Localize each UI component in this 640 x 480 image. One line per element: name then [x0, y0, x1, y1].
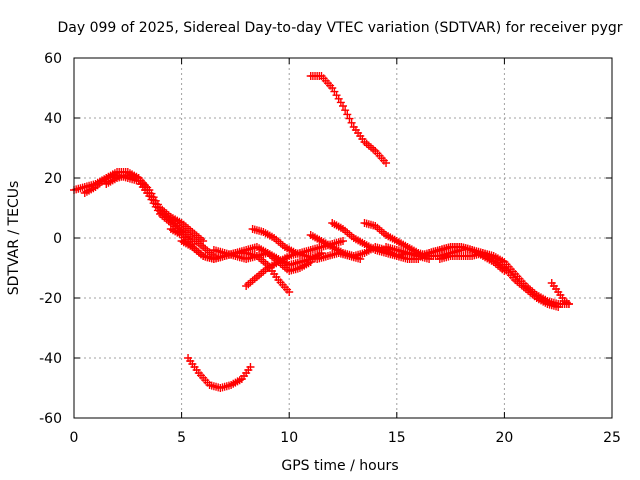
data-point [339, 102, 347, 110]
y-tick-label: 40 [44, 111, 62, 127]
data-point [347, 118, 356, 127]
chart-title: Day 099 of 2025, Sidereal Day-to-day VTE… [57, 20, 622, 36]
x-tick-label: 25 [603, 430, 621, 446]
y-tick-label: -20 [39, 291, 62, 307]
data-layer [70, 72, 573, 392]
data-point [343, 110, 352, 119]
y-tick-label: 0 [53, 231, 62, 247]
x-axis-label: GPS time / hours [281, 458, 398, 474]
data-point [345, 114, 354, 123]
series-arc-l [547, 279, 573, 308]
y-tick-label: 60 [44, 51, 62, 67]
data-point [554, 303, 563, 311]
data-point [246, 363, 255, 371]
data-point [339, 237, 347, 245]
data-point [285, 288, 294, 296]
ticks: 0 5 10 15 20 25 -60 -40 -20 0 20 40 60 [39, 51, 621, 446]
y-tick-label: -40 [39, 351, 62, 367]
x-tick-label: 0 [70, 430, 79, 446]
y-axis-label: SDTVAR / TECUs [6, 181, 22, 296]
x-tick-label: 15 [388, 430, 406, 446]
data-point [564, 300, 573, 308]
x-tick-label: 20 [495, 430, 513, 446]
y-tick-label: -60 [39, 411, 62, 427]
series-arc-high [306, 72, 391, 167]
series-arc-low [184, 354, 255, 392]
x-tick-label: 10 [280, 430, 298, 446]
data-point [341, 106, 350, 115]
x-tick-label: 5 [177, 430, 186, 446]
y-tick-label: 20 [44, 171, 62, 187]
series-arc-main-3 [102, 171, 218, 260]
data-point [382, 159, 391, 167]
series-arc-k [435, 249, 563, 311]
